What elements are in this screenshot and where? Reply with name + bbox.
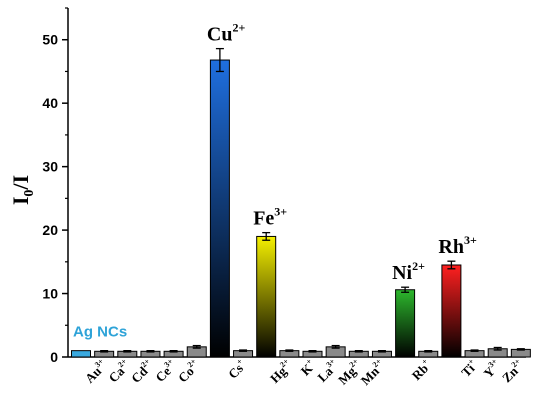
y-tick-label: 50	[42, 32, 58, 48]
x-tick-label: Mn2+	[357, 356, 388, 387]
bar	[441, 264, 462, 358]
y-axis-label: I0/I	[8, 175, 37, 205]
annotation-fe: Fe3+	[253, 205, 287, 230]
x-tick-label: Hg2+	[266, 356, 295, 385]
y-axis-label-subscript: 0	[22, 190, 37, 197]
y-axis-label-main: I	[8, 197, 33, 206]
x-tick-label: Ti+	[458, 356, 481, 379]
bar	[209, 59, 230, 358]
annotation-rh: Rh3+	[438, 233, 477, 258]
bar	[256, 235, 277, 358]
y-tick-label: 10	[42, 286, 58, 302]
x-tick-label: Rb+	[408, 356, 435, 383]
y-tick-label: 40	[42, 95, 58, 111]
annotations-group: Ag NCs Cu2+ Fe3+ Ni2+ Rh3+	[73, 21, 477, 341]
error-bars-group	[100, 47, 525, 353]
y-tick-label: 20	[42, 222, 58, 238]
x-tick-label: Cd2+	[127, 356, 156, 385]
bar	[395, 289, 416, 358]
x-tick-label: Ce3+	[152, 356, 180, 384]
x-tick-label: Co2+	[174, 356, 203, 385]
x-tick-label: Mg2+	[334, 356, 365, 387]
annotation-cu: Cu2+	[207, 21, 246, 46]
x-tick-labels-group: Au3+Ca2+Cd2+Ce3+Co2+ Cs+Hg2+ K+La3+Mg2+Mn2…	[81, 356, 527, 387]
y-tick-label: 30	[42, 159, 58, 175]
annotation-ni: Ni2+	[392, 259, 425, 284]
x-tick-label: Cs+	[224, 356, 249, 381]
y-tick-label: 0	[50, 349, 58, 365]
annotation-ag-ncs: Ag NCs	[73, 324, 127, 341]
bar	[71, 350, 91, 358]
y-axis-label-tail: /I	[8, 175, 33, 191]
x-tick-label: Ca2+	[105, 356, 134, 385]
x-tick-label: Zn2+	[498, 356, 527, 385]
x-tick-label: Au3+	[81, 356, 110, 385]
bars-group	[71, 59, 531, 358]
